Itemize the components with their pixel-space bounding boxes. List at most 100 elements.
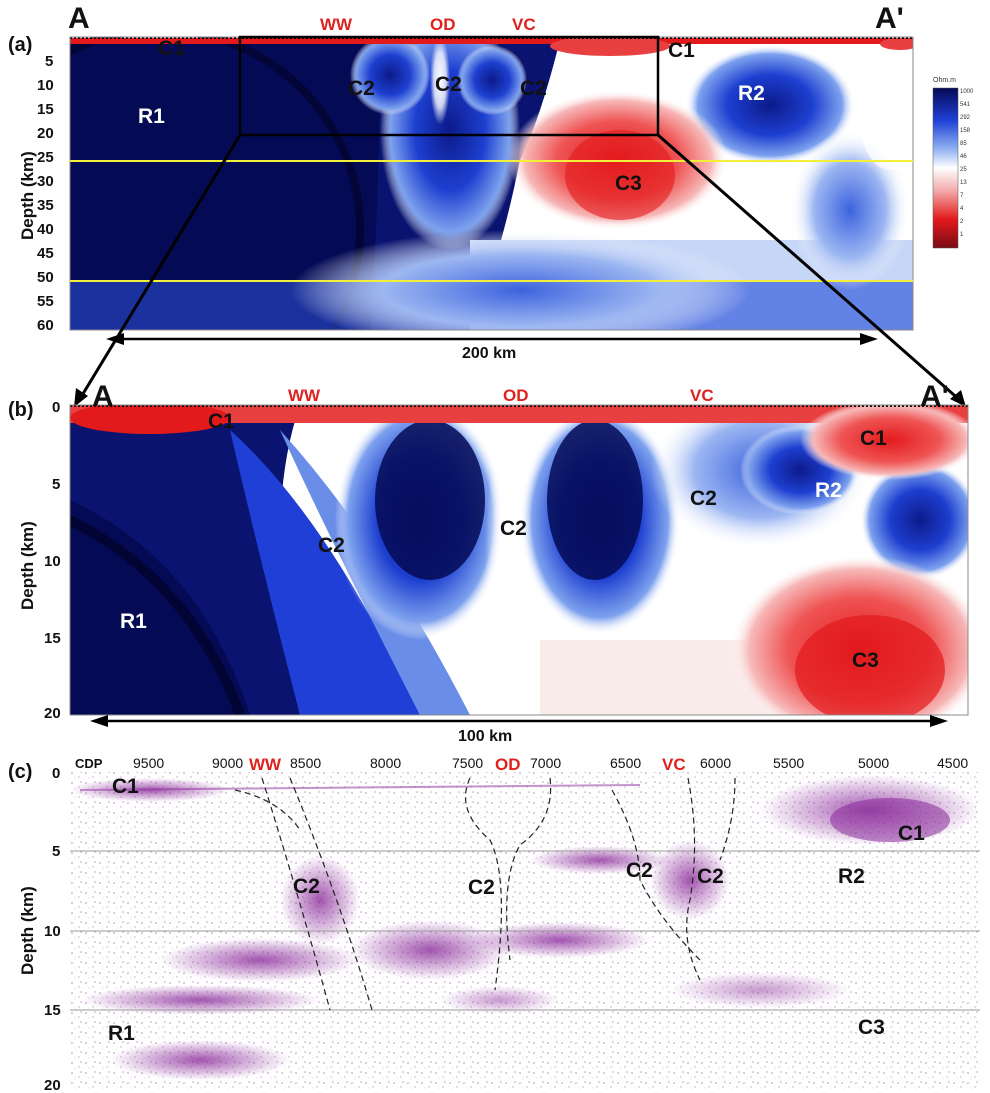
colorbar-tick: 25 [960, 167, 967, 173]
label-c2: C2 [293, 875, 320, 898]
panel-b-end-left: A [92, 380, 114, 413]
panel-c-dashed-outlines [234, 777, 736, 1011]
colorbar-tick: 541 [960, 102, 971, 108]
cdp-tick: 8500 [290, 755, 321, 771]
panel-c-yticks: 0 5 10 15 20 [44, 765, 61, 1093]
panel-a-resistivity-section [70, 37, 913, 330]
cdp-tick: 9500 [133, 755, 164, 771]
ytick: 20 [44, 705, 61, 722]
panel-c-site-od: OD [495, 755, 521, 774]
label-c2: C2 [435, 73, 462, 96]
label-c3: C3 [615, 172, 642, 195]
cdp-tick: 9000 [212, 755, 243, 771]
ytick: 40 [37, 221, 54, 238]
label-c2: C2 [468, 876, 495, 899]
cdp-tick: 4500 [937, 755, 968, 771]
scale-label: 200 km [462, 345, 516, 362]
panel-a-site-vc: VC [512, 15, 536, 34]
label-c2: C2 [500, 517, 527, 540]
label-c2: C2 [690, 487, 717, 510]
ytick: 10 [44, 553, 61, 570]
scale-arrow-100km: 100 km [90, 715, 948, 745]
label-c1: C1 [158, 37, 185, 60]
label-c2: C2 [348, 77, 375, 100]
colorbar-unit: Ohm.m [933, 77, 956, 84]
label-r2: R2 [738, 82, 765, 105]
cdp-tick: 5000 [858, 755, 889, 771]
panel-a: (a) A A' WW OD VC Depth (km) 5 10 15 20 … [8, 2, 974, 407]
ytick: 0 [52, 765, 60, 782]
panel-b-tag: (b) [8, 399, 34, 421]
colorbar-tick: 13 [960, 180, 967, 186]
panel-b-yticks: 0 5 10 15 20 [44, 399, 61, 722]
ytick: 5 [52, 843, 60, 860]
panel-b-site-od: OD [503, 386, 529, 405]
ytick: 15 [44, 630, 61, 647]
label-c3: C3 [858, 1016, 885, 1039]
panel-b-resistivity-section [70, 405, 968, 715]
panel-c-site-vc: VC [662, 755, 686, 774]
panel-a-yticks: 5 10 15 20 25 30 35 40 45 50 55 60 [37, 53, 54, 334]
colorbar-tick: 7 [960, 193, 964, 199]
cdp-tick: 8000 [370, 755, 401, 771]
panel-c-ylabel: Depth (km) [18, 886, 37, 975]
cdp-tick: 6000 [700, 755, 731, 771]
panel-a-end-left: A [68, 2, 90, 35]
ytick: 60 [37, 317, 54, 334]
panel-b-site-ww: WW [288, 386, 321, 405]
cdp-label: CDP [75, 756, 103, 771]
colorbar-tick: 292 [960, 115, 971, 121]
colorbar: Ohm.m 1000 541 292 158 85 46 25 13 7 4 2… [932, 77, 974, 249]
ytick: 5 [52, 476, 60, 493]
label-c1: C1 [208, 410, 235, 433]
cdp-tick: 6500 [610, 755, 641, 771]
label-r2: R2 [838, 865, 865, 888]
label-c1: C1 [898, 822, 925, 845]
zoom-projection-arrows [76, 133, 963, 404]
ytick: 15 [44, 1002, 61, 1019]
ytick: 25 [37, 149, 54, 166]
ytick: 15 [37, 101, 54, 118]
colorbar-tick: 158 [960, 128, 971, 134]
panel-c-cdp-ticks: 9500 9000 8500 8000 7500 7000 6500 6000 … [133, 755, 968, 771]
panel-c-gridlines [70, 850, 980, 1011]
label-c2: C2 [520, 77, 547, 100]
panel-a-site-ww: WW [320, 15, 353, 34]
label-c3: C3 [852, 649, 879, 672]
panel-a-end-right: A' [875, 2, 904, 35]
ytick: 5 [45, 53, 53, 70]
cdp-tick: 5500 [773, 755, 804, 771]
panel-c-tag: (c) [8, 761, 32, 783]
panel-b-ylabel: Depth (km) [18, 521, 37, 610]
label-c2: C2 [697, 865, 724, 888]
panel-b: (b) A A' WW OD VC Depth (km) 0 5 10 15 2… [8, 380, 969, 745]
panel-b-site-vc: VC [690, 386, 714, 405]
ytick: 50 [37, 269, 54, 286]
ytick: 10 [44, 923, 61, 940]
colorbar-tick: 85 [960, 141, 967, 147]
colorbar-tick: 1000 [960, 89, 974, 95]
panel-c-site-ww: WW [249, 755, 282, 774]
ytick: 45 [37, 245, 54, 262]
ytick: 30 [37, 173, 54, 190]
label-c1: C1 [860, 427, 887, 450]
zoom-box [238, 35, 660, 137]
cdp-tick: 7500 [452, 755, 483, 771]
ytick: 20 [37, 125, 54, 142]
panel-b-end-right: A' [920, 380, 949, 413]
label-r1: R1 [138, 105, 165, 128]
label-c2: C2 [318, 534, 345, 557]
panel-a-tag: (a) [8, 34, 32, 56]
scale-arrow-200km: 200 km [106, 333, 878, 362]
colorbar-tick: 2 [960, 219, 964, 225]
colorbar-tick: 46 [960, 154, 967, 160]
ytick: 55 [37, 293, 54, 310]
label-r1: R1 [108, 1022, 135, 1045]
panel-c-feature-labels: C1 C1 C2 C2 C2 C2 R1 R2 C3 [108, 775, 925, 1045]
ytick: 20 [44, 1077, 61, 1093]
label-c1: C1 [668, 39, 695, 62]
label-c2: C2 [626, 859, 653, 882]
ytick: 10 [37, 77, 54, 94]
cdp-tick: 7000 [530, 755, 561, 771]
